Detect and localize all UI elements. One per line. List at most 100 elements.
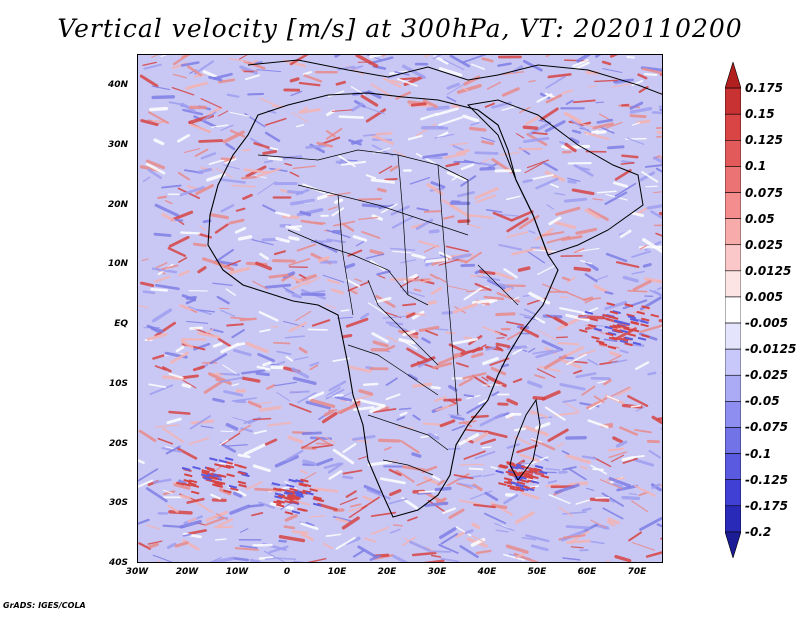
field-streak (161, 366, 172, 373)
field-streak (369, 554, 381, 561)
field-streak (592, 198, 603, 201)
field-streak (585, 70, 600, 75)
europe-coastline (247, 59, 662, 95)
field-streak (541, 231, 565, 237)
field-streak (656, 523, 662, 528)
field-streak (406, 347, 429, 362)
field-streak (327, 206, 338, 211)
field-streak (562, 557, 581, 561)
field-streak (353, 394, 374, 401)
field-streak (557, 342, 580, 346)
field-streak (455, 482, 473, 490)
field-streak (512, 378, 523, 383)
field-streak (173, 483, 191, 490)
field-streak (219, 439, 229, 446)
field-streak (197, 331, 221, 339)
colorbar-label: 0.025 (745, 237, 783, 252)
field-streak (463, 336, 473, 340)
field-streak (228, 218, 245, 225)
field-streak (629, 114, 647, 119)
field-streak (463, 450, 486, 460)
field-streak (561, 235, 583, 242)
field-streak (283, 525, 296, 530)
field-streak (530, 544, 549, 552)
field-streak (339, 497, 358, 506)
field-streak (342, 443, 357, 453)
field-streak (494, 522, 515, 532)
field-streak (139, 74, 159, 88)
field-streak (241, 376, 261, 383)
longitude-label: 30E (427, 567, 447, 577)
field-streak (262, 204, 279, 214)
field-streak (460, 347, 484, 355)
latitude-label: 30S (108, 498, 128, 509)
field-streak (567, 179, 577, 184)
field-streak (475, 549, 492, 555)
field-streak (614, 182, 637, 197)
field-streak (596, 190, 617, 194)
field-streak (635, 406, 645, 412)
field-streak (594, 324, 605, 327)
field-streak (652, 156, 662, 164)
field-streak (211, 483, 221, 488)
field-streak (402, 329, 416, 337)
field-streak (340, 391, 353, 398)
field-streak (656, 286, 662, 291)
field-streak (138, 542, 152, 550)
field-streak (340, 309, 350, 312)
field-streak (544, 120, 566, 133)
field-streak (609, 325, 618, 330)
field-streak (377, 438, 401, 443)
field-streak (582, 307, 599, 315)
field-streak (391, 216, 414, 229)
field-streak (465, 428, 489, 433)
field-streak (342, 334, 353, 339)
field-streak (593, 327, 603, 332)
field-streak (336, 316, 354, 319)
field-streak (323, 462, 341, 470)
field-streak (440, 557, 460, 562)
field-streak (447, 285, 469, 291)
colorbar-swatch (725, 479, 741, 507)
field-streak (337, 402, 361, 415)
field-streak (138, 304, 149, 309)
field-streak (656, 130, 662, 135)
colorbar-swatch (725, 218, 741, 246)
field-streak (525, 475, 534, 480)
field-streak (155, 262, 168, 269)
field-streak (646, 204, 662, 210)
field-streak (309, 361, 320, 367)
field-streak (612, 324, 621, 329)
field-streak (556, 442, 564, 448)
field-streak (234, 547, 259, 551)
field-streak (466, 402, 485, 414)
field-streak (556, 317, 580, 331)
field-streak (340, 159, 358, 162)
field-streak (415, 218, 434, 231)
field-streak (345, 263, 356, 269)
field-streak (563, 197, 588, 203)
field-streak (205, 478, 215, 483)
field-streak (612, 436, 624, 444)
field-streak (189, 326, 204, 330)
field-streak (521, 492, 540, 500)
field-streak (421, 337, 431, 344)
field-streak (498, 482, 507, 487)
field-streak (432, 361, 452, 370)
field-streak (631, 122, 641, 126)
field-streak (581, 455, 597, 460)
field-streak (443, 152, 467, 160)
field-streak (360, 312, 370, 320)
field-streak (525, 249, 546, 264)
field-streak (383, 77, 402, 89)
field-streak (242, 148, 251, 152)
field-streak (594, 496, 610, 499)
field-streak (658, 319, 662, 323)
field-streak (438, 543, 459, 554)
field-streak (514, 471, 524, 476)
field-streak (416, 207, 430, 212)
field-streak (569, 137, 580, 144)
field-streak (255, 371, 270, 377)
field-streak (457, 191, 475, 198)
field-streak (609, 310, 619, 315)
